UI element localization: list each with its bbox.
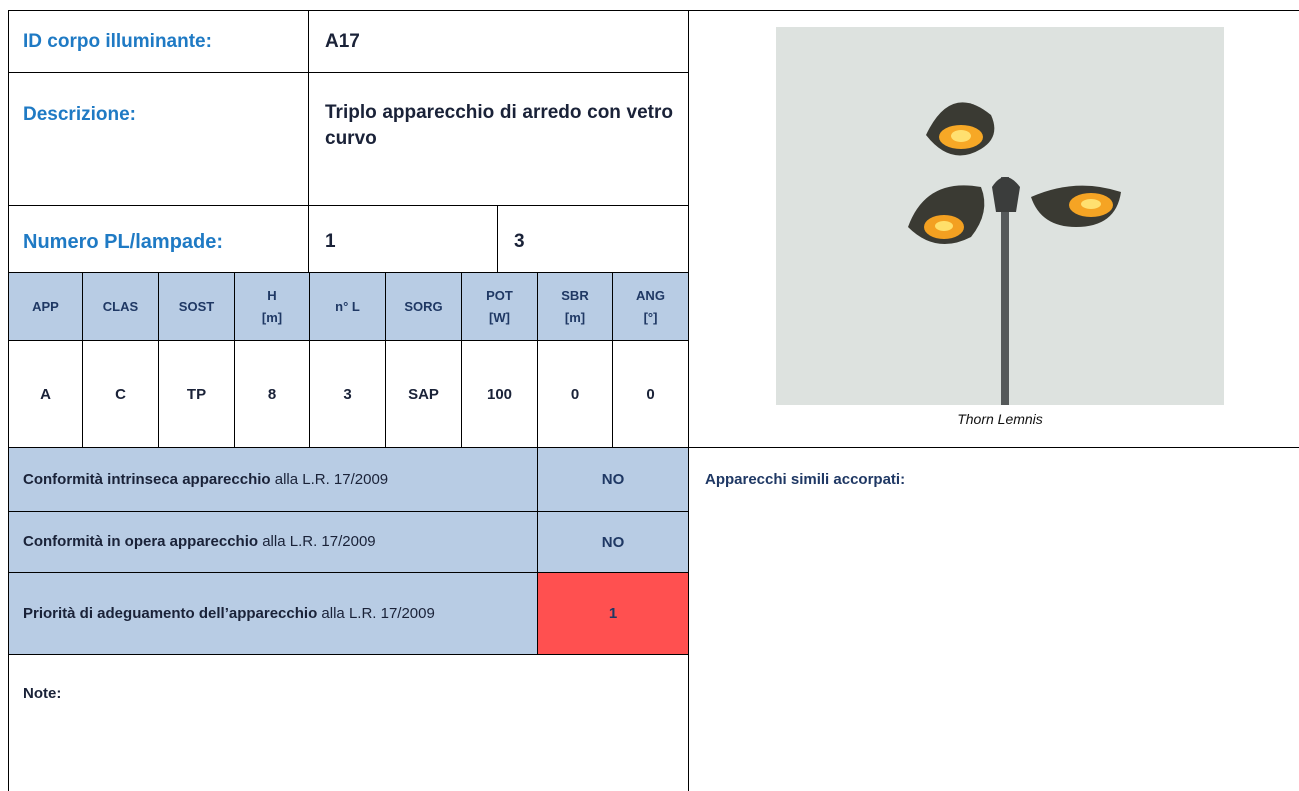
data-cell: 100 xyxy=(461,340,538,448)
header-text: CLAS xyxy=(102,298,139,314)
header-text: ANG xyxy=(636,287,665,303)
description-value: Triplo apparecchio di arredo con vetro c… xyxy=(325,102,673,149)
header-cell: n° L xyxy=(309,272,386,341)
lamps-value: 3 xyxy=(514,231,525,252)
header-text: [m] xyxy=(564,309,586,325)
header-cell: ANG [°] xyxy=(612,272,689,341)
data-cell: 0 xyxy=(612,340,689,448)
data-cell: 8 xyxy=(234,340,310,448)
conformity-rest: alla L.R. 17/2009 xyxy=(274,470,389,488)
conformity-value: NO xyxy=(537,447,689,512)
cell: ID corpo illuminante: xyxy=(8,10,309,73)
conformity-bold: Conformità in opera apparecchio xyxy=(23,533,259,550)
conformity-label-cell: Priorità di adeguamento dell’apparecchio… xyxy=(8,572,538,655)
header-text: [W] xyxy=(489,309,510,325)
header-text: [m] xyxy=(261,309,283,325)
conformity-bold: Conformità intrinseca apparecchio xyxy=(23,470,271,488)
header-text: [°] xyxy=(643,309,658,325)
header-text: SBR xyxy=(561,287,589,303)
cell: 3 xyxy=(497,205,689,273)
data-cell: A xyxy=(8,340,83,448)
header-cell: H [m] xyxy=(234,272,310,341)
header-text: APP xyxy=(32,298,59,314)
photo-caption: Thorn Lemnis xyxy=(957,411,1043,427)
header-text: POT xyxy=(486,287,513,303)
conformity-bold: Priorità di adeguamento dell’apparecchio xyxy=(23,604,318,622)
header-text: H xyxy=(267,287,277,303)
description-label: Descrizione: xyxy=(23,104,136,125)
conformity-rest: alla L.R. 17/2009 xyxy=(262,533,376,550)
conformity-text: Conformità in opera apparecchio alla L.R… xyxy=(23,532,523,552)
conformity-rest: alla L.R. 17/2009 xyxy=(321,604,435,622)
header-text: SOST xyxy=(178,298,215,314)
note-label: Note: xyxy=(23,685,62,702)
cell: Numero PL/lampade: xyxy=(8,205,309,273)
similar-cell: Apparecchi simili accorpati: xyxy=(688,447,1299,791)
data-cell: 0 xyxy=(537,340,613,448)
cell: Note: xyxy=(8,654,689,791)
conformity-value: NO xyxy=(537,511,689,573)
conformity-label-cell: Conformità in opera apparecchio alla L.R… xyxy=(8,511,538,573)
photo xyxy=(776,27,1224,405)
header-cell: CLAS xyxy=(82,272,159,341)
conformity-value: 1 xyxy=(537,572,689,655)
id-value: A17 xyxy=(325,31,360,52)
header-cell: SOST xyxy=(158,272,235,341)
data-cell: 3 xyxy=(309,340,386,448)
cell: 1 xyxy=(308,205,498,273)
data-cell: TP xyxy=(158,340,235,448)
cell: A17 xyxy=(308,10,689,73)
photo-cell: Thorn Lemnis xyxy=(688,10,1299,448)
data-cell: SAP xyxy=(385,340,462,448)
conformity-label-cell: Conformità intrinseca apparecchio alla L… xyxy=(8,447,538,512)
lamps-label: Numero PL/lampade: xyxy=(23,231,224,253)
header-cell: SORG xyxy=(385,272,462,341)
header-cell: POT [W] xyxy=(461,272,538,341)
data-cell: C xyxy=(82,340,159,448)
conformity-text: Priorità di adeguamento dell’apparecchio… xyxy=(23,604,523,624)
conformity-text: Conformità intrinseca apparecchio alla L… xyxy=(23,470,523,490)
header-text: SORG xyxy=(404,298,443,314)
pl-value: 1 xyxy=(325,231,336,252)
header-cell: SBR [m] xyxy=(537,272,613,341)
id-label: ID corpo illuminante: xyxy=(23,31,212,52)
cell: Descrizione: xyxy=(8,72,309,206)
header-text: n° L xyxy=(335,298,360,314)
cell: Triplo apparecchio di arredo con vetro c… xyxy=(308,72,689,206)
header-cell: APP xyxy=(8,272,83,341)
similar-label: Apparecchi simili accorpati: xyxy=(705,471,906,488)
